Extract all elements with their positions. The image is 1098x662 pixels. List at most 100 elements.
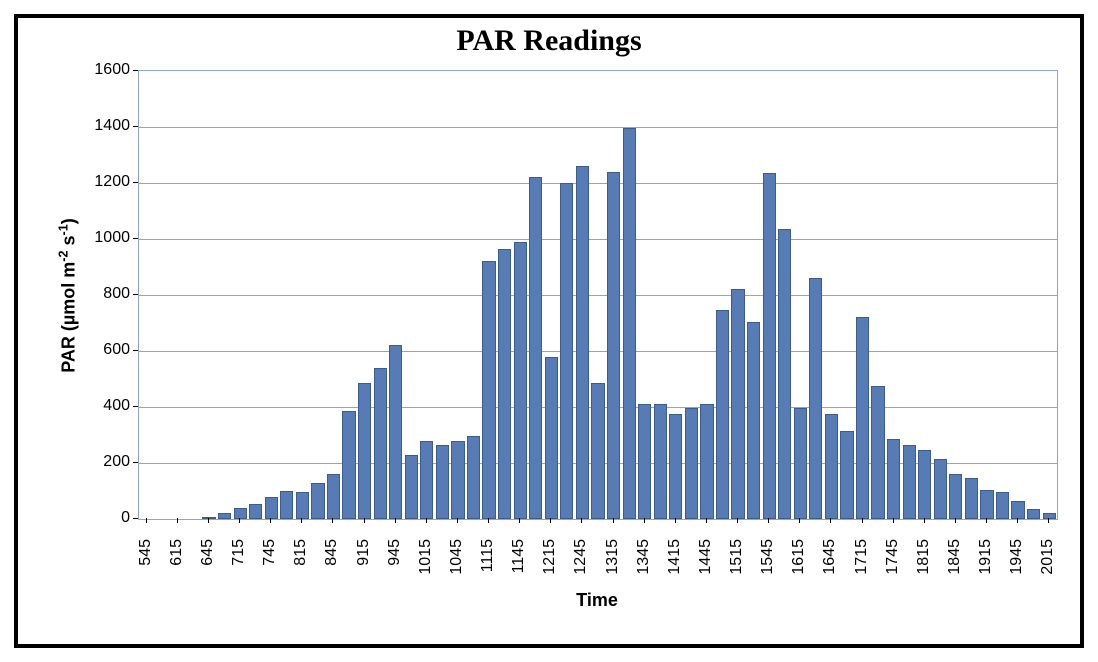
- x-tick-label: 915: [355, 539, 373, 599]
- x-tick-label: 745: [261, 539, 279, 599]
- x-tick-mark: [862, 518, 863, 523]
- bar: [218, 513, 231, 519]
- grid-line: [139, 295, 1057, 296]
- x-tick-mark: [332, 518, 333, 523]
- x-tick-label: 815: [292, 539, 310, 599]
- x-tick-label: 715: [230, 539, 248, 599]
- x-tick-label: 1645: [821, 539, 839, 599]
- y-tick-mark: [133, 462, 138, 463]
- bar: [280, 491, 293, 519]
- x-tick-mark: [270, 518, 271, 523]
- y-tick-label: 200: [80, 453, 130, 471]
- x-tick-mark: [301, 518, 302, 523]
- bar: [265, 497, 278, 519]
- x-tick-label: 1015: [417, 539, 435, 599]
- x-tick-label: 1615: [790, 539, 808, 599]
- x-tick-label: 1915: [977, 539, 995, 599]
- x-tick-label: 1545: [759, 539, 777, 599]
- bar: [498, 249, 511, 519]
- bar: [249, 504, 262, 519]
- bar: [903, 445, 916, 519]
- bar: [420, 441, 433, 519]
- x-tick-mark: [364, 518, 365, 523]
- bar: [389, 345, 402, 519]
- x-tick-label: 1345: [635, 539, 653, 599]
- bar: [763, 173, 776, 519]
- x-tick-mark: [146, 518, 147, 523]
- y-tick-mark: [133, 518, 138, 519]
- bar: [840, 431, 853, 519]
- y-tick-mark: [133, 182, 138, 183]
- bar: [731, 289, 744, 519]
- bar: [436, 445, 449, 519]
- x-tick-mark: [830, 518, 831, 523]
- bar: [576, 166, 589, 519]
- x-tick-label: 1715: [853, 539, 871, 599]
- y-tick-mark: [133, 406, 138, 407]
- bar: [980, 490, 993, 519]
- outer-frame: PAR Readings DLI = Δt • ∑i PARi PAR (µmo…: [0, 0, 1098, 662]
- x-tick-mark: [644, 518, 645, 523]
- bar: [451, 441, 464, 519]
- x-tick-label: 1845: [946, 539, 964, 599]
- bar: [794, 408, 807, 519]
- y-tick-label: 400: [80, 397, 130, 415]
- x-tick-label: 1115: [479, 539, 497, 599]
- bar: [685, 408, 698, 519]
- x-tick-label: 1745: [884, 539, 902, 599]
- bar: [296, 492, 309, 519]
- x-tick-mark: [613, 518, 614, 523]
- x-tick-label: 1245: [572, 539, 590, 599]
- bar: [311, 483, 324, 519]
- x-tick-label: 1945: [1008, 539, 1026, 599]
- grid-line: [139, 351, 1057, 352]
- grid-line: [139, 127, 1057, 128]
- bar: [467, 436, 480, 519]
- x-tick-mark: [737, 518, 738, 523]
- x-tick-mark: [1017, 518, 1018, 523]
- x-tick-mark: [706, 518, 707, 523]
- x-tick-mark: [924, 518, 925, 523]
- bar: [996, 492, 1009, 519]
- x-tick-label: 1315: [604, 539, 622, 599]
- y-tick-mark: [133, 70, 138, 71]
- grid-line: [139, 183, 1057, 184]
- bar: [405, 455, 418, 519]
- x-tick-label: 845: [323, 539, 341, 599]
- y-axis-label: PAR (µmol m-2 s-1): [57, 196, 80, 396]
- bar: [1027, 509, 1040, 519]
- x-tick-mark: [799, 518, 800, 523]
- x-tick-mark: [675, 518, 676, 523]
- x-tick-label: 1145: [510, 539, 528, 599]
- chart-frame: PAR Readings DLI = Δt • ∑i PARi PAR (µmo…: [14, 14, 1084, 648]
- x-tick-mark: [395, 518, 396, 523]
- y-tick-label: 1000: [80, 229, 130, 247]
- x-tick-mark: [239, 518, 240, 523]
- bar: [327, 474, 340, 519]
- bar: [949, 474, 962, 519]
- x-tick-label: 2015: [1039, 539, 1057, 599]
- bar: [374, 368, 387, 519]
- x-tick-mark: [519, 518, 520, 523]
- bar: [1011, 501, 1024, 519]
- bar: [342, 411, 355, 519]
- bar: [825, 414, 838, 519]
- x-tick-mark: [177, 518, 178, 523]
- bar: [809, 278, 822, 519]
- x-tick-label: 1515: [728, 539, 746, 599]
- x-tick-label: 1815: [915, 539, 933, 599]
- x-tick-mark: [986, 518, 987, 523]
- bar: [887, 439, 900, 519]
- bar: [871, 386, 884, 519]
- x-tick-mark: [426, 518, 427, 523]
- x-tick-mark: [581, 518, 582, 523]
- y-tick-label: 1600: [80, 61, 130, 79]
- bar: [669, 414, 682, 519]
- bar: [716, 310, 729, 519]
- x-tick-mark: [488, 518, 489, 523]
- bar: [700, 404, 713, 519]
- x-tick-label: 645: [199, 539, 217, 599]
- x-tick-label: 615: [168, 539, 186, 599]
- y-tick-label: 1200: [80, 173, 130, 191]
- x-tick-mark: [955, 518, 956, 523]
